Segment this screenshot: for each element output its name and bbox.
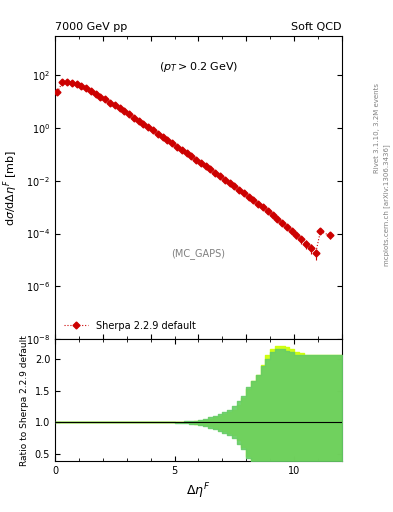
Text: (MC_GAPS): (MC_GAPS) [171, 248, 226, 259]
Y-axis label: d$\sigma$/d$\Delta\eta^F$ [mb]: d$\sigma$/d$\Delta\eta^F$ [mb] [2, 150, 20, 226]
Text: Soft QCD: Soft QCD [292, 23, 342, 32]
Y-axis label: Ratio to Sherpa 2.2.9 default: Ratio to Sherpa 2.2.9 default [20, 335, 29, 465]
Text: $(p_T > 0.2\ \mathrm{GeV})$: $(p_T > 0.2\ \mathrm{GeV})$ [159, 60, 238, 74]
Legend: Sherpa 2.2.9 default: Sherpa 2.2.9 default [60, 317, 200, 334]
X-axis label: $\Delta\eta^F$: $\Delta\eta^F$ [186, 481, 211, 501]
Text: mcplots.cern.ch [arXiv:1306.3436]: mcplots.cern.ch [arXiv:1306.3436] [384, 144, 391, 266]
Text: Rivet 3.1.10, 3.2M events: Rivet 3.1.10, 3.2M events [374, 83, 380, 173]
Text: 7000 GeV pp: 7000 GeV pp [55, 23, 127, 32]
